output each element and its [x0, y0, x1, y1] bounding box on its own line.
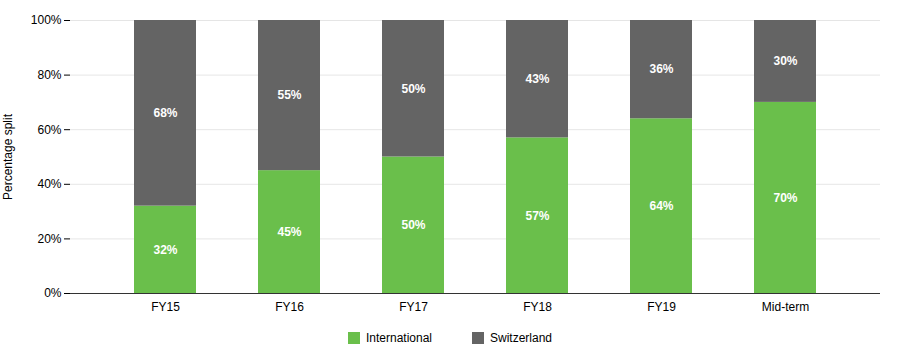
svg-text:30%: 30%	[773, 54, 797, 68]
svg-text:43%: 43%	[525, 72, 549, 86]
svg-text:80%: 80%	[37, 68, 61, 82]
svg-text:FY16: FY16	[275, 300, 304, 314]
html-text:Switzerland: Switzerland	[490, 331, 552, 345]
svg-text:40%: 40%	[37, 177, 61, 191]
svg-text:FY19: FY19	[647, 300, 676, 314]
svg-text:60%: 60%	[37, 123, 61, 137]
svg-text:45%: 45%	[277, 225, 301, 239]
svg-text:70%: 70%	[773, 191, 797, 205]
svg-text:20%: 20%	[37, 232, 61, 246]
svg-text:100%: 100%	[31, 13, 62, 27]
svg-text:FY17: FY17	[399, 300, 428, 314]
svg-text:FY15: FY15	[151, 300, 180, 314]
svg-text:64%: 64%	[649, 199, 673, 213]
html-text:International: International	[366, 331, 432, 345]
svg-text:0%: 0%	[44, 286, 62, 300]
svg-text:50%: 50%	[401, 218, 425, 232]
svg-text:50%: 50%	[401, 82, 425, 96]
svg-text:Mid-term: Mid-term	[762, 300, 809, 314]
svg-text:57%: 57%	[525, 209, 549, 223]
svg-text:32%: 32%	[153, 243, 177, 257]
svg-text:FY18: FY18	[523, 300, 552, 314]
svg-text:68%: 68%	[153, 106, 177, 120]
svg-text:55%: 55%	[277, 88, 301, 102]
svg-text:36%: 36%	[649, 62, 673, 76]
svg-text:Percentage split: Percentage split	[1, 113, 15, 200]
